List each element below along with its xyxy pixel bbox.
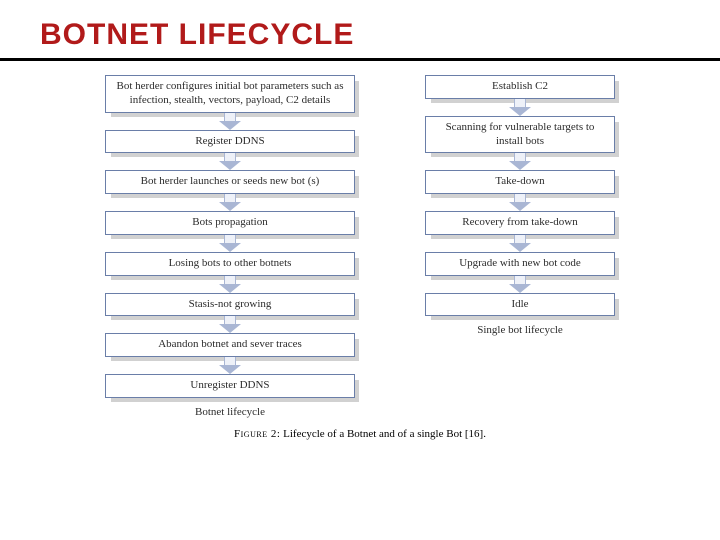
arrow-down-icon <box>509 194 531 211</box>
arrow-down-icon <box>509 276 531 293</box>
column-label: Single bot lifecycle <box>477 324 563 336</box>
flow-box: Losing bots to other botnets <box>105 252 355 276</box>
flow-box: Upgrade with new bot code <box>425 252 615 276</box>
arrow-down-icon <box>219 276 241 293</box>
flow-box: Bot herder launches or seeds new bot (s) <box>105 170 355 194</box>
flow-box: Abandon botnet and sever traces <box>105 333 355 357</box>
page-title: BOTNET LIFECYCLE <box>40 18 720 52</box>
left-column: Bot herder configures initial bot parame… <box>105 75 355 418</box>
arrow-down-icon <box>219 316 241 333</box>
flow-box: Scanning for vulnerable targets to insta… <box>425 116 615 154</box>
flow-box: Unregister DDNS <box>105 374 355 398</box>
flow-box: Recovery from take-down <box>425 211 615 235</box>
caption-prefix: Figure 2: <box>234 428 280 440</box>
flow-box: Establish C2 <box>425 75 615 99</box>
arrow-down-icon <box>219 153 241 170</box>
columns: Bot herder configures initial bot parame… <box>0 75 720 418</box>
right-column: Establish C2 Scanning for vulnerable targ… <box>425 75 615 418</box>
arrow-down-icon <box>219 194 241 211</box>
flow-box: Bots propagation <box>105 211 355 235</box>
flow-box: Register DDNS <box>105 130 355 154</box>
figure-caption: Figure 2: Lifecycle of a Botnet and of a… <box>0 428 720 440</box>
diagram: Bot herder configures initial bot parame… <box>0 61 720 440</box>
flow-box: Idle <box>425 293 615 317</box>
arrow-down-icon <box>219 235 241 252</box>
arrow-down-icon <box>509 153 531 170</box>
arrow-down-icon <box>219 113 241 130</box>
arrow-down-icon <box>509 99 531 116</box>
column-label: Botnet lifecycle <box>195 406 265 418</box>
flow-box: Take-down <box>425 170 615 194</box>
arrow-down-icon <box>219 357 241 374</box>
arrow-down-icon <box>509 235 531 252</box>
caption-text: Lifecycle of a Botnet and of a single Bo… <box>280 428 486 440</box>
flow-box: Stasis-not growing <box>105 293 355 317</box>
flow-box: Bot herder configures initial bot parame… <box>105 75 355 113</box>
title-bar: BOTNET LIFECYCLE <box>0 0 720 61</box>
